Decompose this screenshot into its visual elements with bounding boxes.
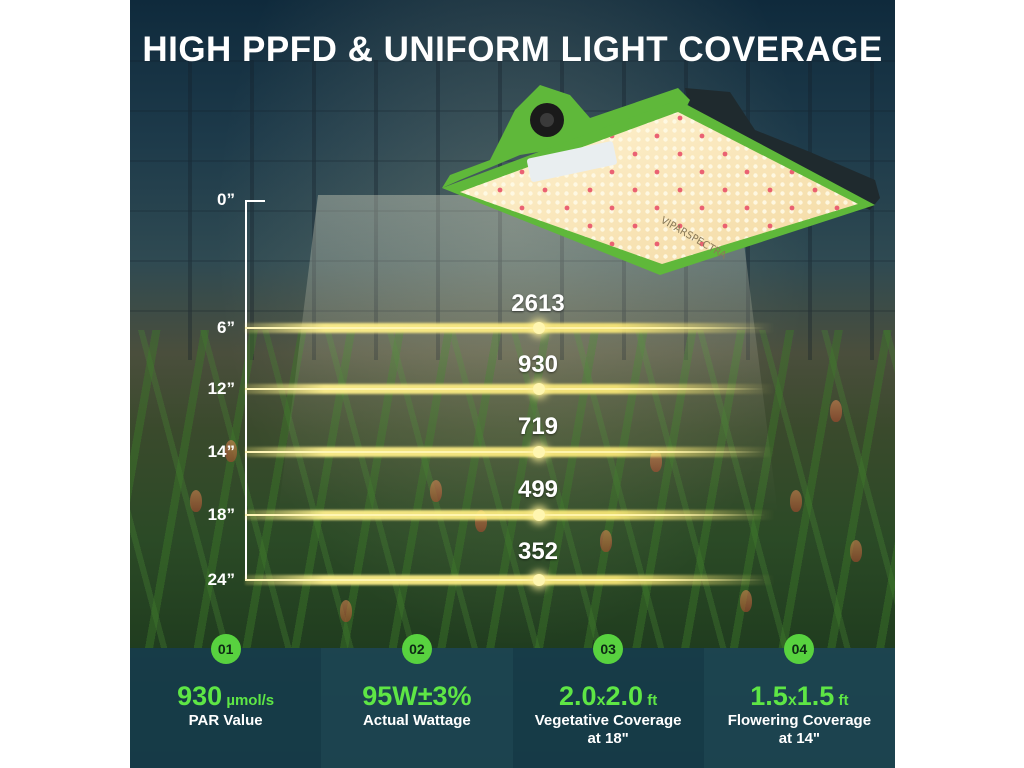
value-main: 930 (177, 681, 223, 711)
value-unit: ft (643, 692, 658, 709)
height-label-12: 12” (207, 379, 235, 398)
feature-label: Actual Wattage (362, 712, 471, 729)
tulip (430, 480, 442, 502)
height-label-0: 0” (217, 190, 235, 209)
ppfd-value-24: 352 (517, 538, 559, 565)
product-banner: VIPARSPECTRA HIGH PPFD & UNIFORM LIGHT C… (130, 0, 895, 768)
tulip (790, 490, 802, 512)
feature-wattage: 02 95W±3% Actual Wattage (321, 634, 513, 768)
feature-label: Flowering Coverage at 14" (704, 712, 895, 748)
feature-strip: 01 930 µmol/s PAR Value 02 95W±3% Actual… (130, 634, 895, 768)
level-line-6 (245, 327, 765, 329)
headline: HIGH PPFD & UNIFORM LIGHT COVERAGE (142, 30, 883, 69)
tulip (740, 590, 752, 612)
ppfd-value-6: 2613 (511, 290, 565, 317)
feature-number-badge: 03 (593, 634, 624, 664)
tulip (225, 440, 237, 462)
value-b: 2.0 (605, 681, 644, 711)
ppfd-value-18: 499 (517, 476, 559, 503)
feature-value: 930 µmol/s (130, 681, 321, 712)
feature-value: 95W±3% (321, 681, 512, 712)
level-line-14 (245, 451, 765, 453)
feature-number-badge: 01 (210, 634, 241, 664)
grow-light-fixture: VIPARSPECTRA (442, 85, 880, 275)
level-line-12 (245, 388, 765, 390)
height-label-18: 18” (207, 505, 235, 524)
value-main: 95W±3% (362, 681, 472, 711)
tulip (850, 540, 862, 562)
ppfd-point-12 (533, 383, 545, 395)
feature-flower-coverage: 04 1.5x1.5 ft Flowering Coverage at 14" (703, 634, 895, 768)
height-label-24: 24” (207, 570, 235, 589)
lamp-housing (442, 85, 690, 188)
feature-value: 1.5x1.5 ft (704, 681, 895, 712)
tulip (600, 530, 612, 552)
value-x: x (787, 692, 797, 709)
feature-number-badge: 02 (401, 634, 432, 664)
ppfd-point-6 (533, 322, 545, 334)
heatsink-side (685, 88, 880, 210)
ppfd-point-18 (533, 509, 545, 521)
tick-0 (245, 200, 265, 202)
tulip (190, 490, 202, 512)
level-line-24 (245, 579, 765, 581)
ppfd-value-14: 719 (517, 413, 559, 440)
value-a: 2.0 (559, 681, 597, 711)
red-leds (460, 112, 858, 264)
dimmer-knob-center (540, 113, 554, 127)
height-label-14: 14” (207, 442, 235, 461)
feature-number-badge: 04 (784, 634, 815, 664)
feature-veg-coverage: 03 2.0x2.0 ft Vegetative Coverage at 18" (512, 634, 704, 768)
feature-label: Vegetative Coverage at 18" (513, 712, 704, 748)
value-unit: µmol/s (222, 692, 275, 709)
tulip-field-background (130, 330, 895, 648)
label-line1: Flowering Coverage (727, 712, 872, 729)
value-b: 1.5 (796, 681, 835, 711)
ppfd-point-24 (533, 574, 545, 586)
feature-value: 2.0x2.0 ft (513, 681, 704, 712)
value-unit: ft (834, 692, 849, 709)
label-line2: at 18" (587, 730, 629, 747)
label-line1: Vegetative Coverage (534, 712, 682, 729)
ppfd-point-14 (533, 446, 545, 458)
ppfd-value-12: 930 (517, 351, 559, 378)
tulip (830, 400, 842, 422)
feature-label: PAR Value (188, 712, 263, 729)
value-x: x (596, 692, 606, 709)
driver-label (526, 141, 617, 182)
label-line2: at 14" (778, 730, 821, 747)
feature-par-value: 01 930 µmol/s PAR Value (130, 634, 322, 768)
tulip (340, 600, 352, 622)
level-line-18 (245, 514, 765, 516)
value-a: 1.5 (750, 681, 788, 711)
height-label-6: 6” (217, 318, 235, 337)
